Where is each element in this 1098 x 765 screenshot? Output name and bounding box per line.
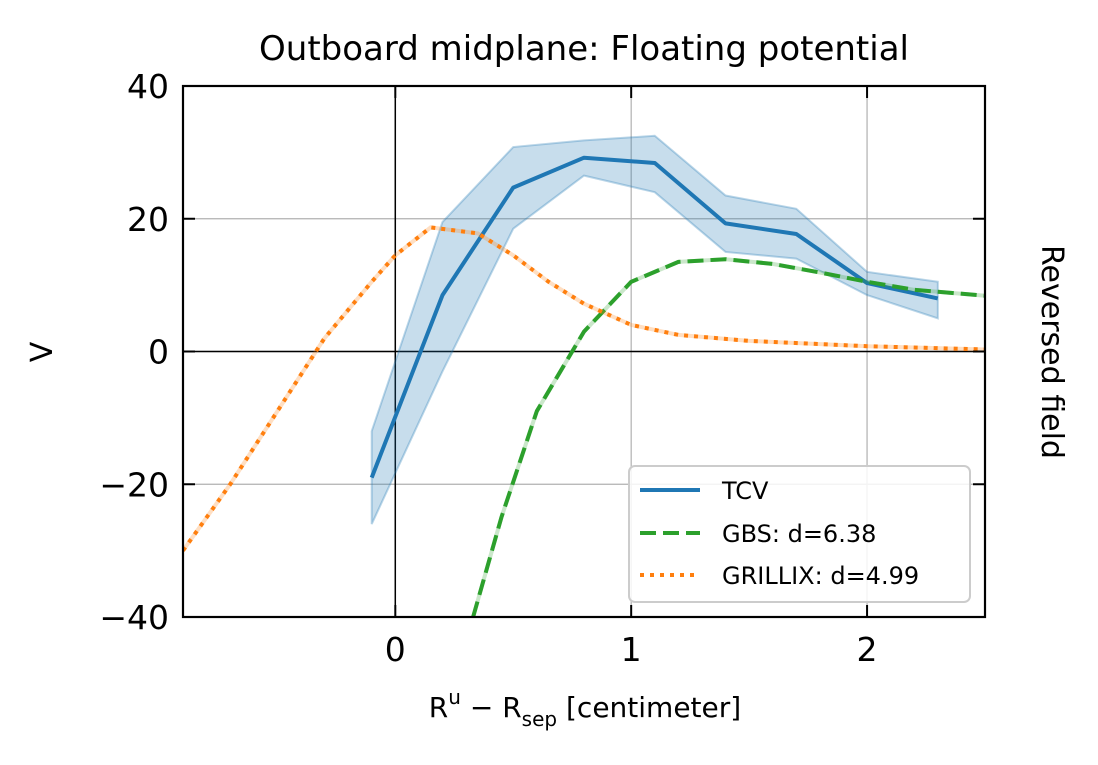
zero-lines — [183, 86, 985, 617]
y-tick-label: 0 — [148, 333, 169, 372]
legend-box — [628, 465, 971, 603]
x-axis-label-minus: − R — [461, 691, 522, 724]
legend-label-tcv: TCV — [721, 477, 769, 505]
x-tick-label: 1 — [621, 630, 642, 669]
side-label: Reversed field — [1034, 245, 1069, 459]
legend-label-gbs: GBS: d=6.38 — [722, 520, 876, 548]
y-axis-label: V — [25, 341, 60, 362]
y-tick-label: 20 — [127, 200, 169, 239]
x-axis-label-unit: [centimeter] — [557, 691, 741, 724]
x-axis-label-main: R — [429, 691, 448, 724]
chart-title: Outboard midplane: Floating potential — [259, 29, 909, 69]
legend: TCV GBS: d=6.38 GRILLIX: d=4.99 — [628, 465, 971, 603]
gbs-line — [471, 257, 985, 617]
ticks: 0 1 2 −40 −20 0 20 40 — [99, 67, 985, 669]
series-lines — [183, 155, 985, 617]
x-axis-label: Ru − Rsep [centimeter] — [429, 685, 741, 731]
y-tick-label: 40 — [127, 67, 169, 106]
x-tick-label: 2 — [857, 630, 878, 669]
tcv-line — [369, 155, 939, 479]
y-tick-label: −20 — [99, 465, 169, 504]
x-axis-label-sup: u — [448, 685, 461, 709]
x-axis-label-sub: sep — [522, 707, 557, 731]
legend-label-grillix: GRILLIX: d=4.99 — [722, 562, 919, 590]
x-tick-label: 0 — [385, 630, 406, 669]
grillix-line — [183, 225, 985, 552]
y-tick-label: −40 — [99, 598, 169, 637]
